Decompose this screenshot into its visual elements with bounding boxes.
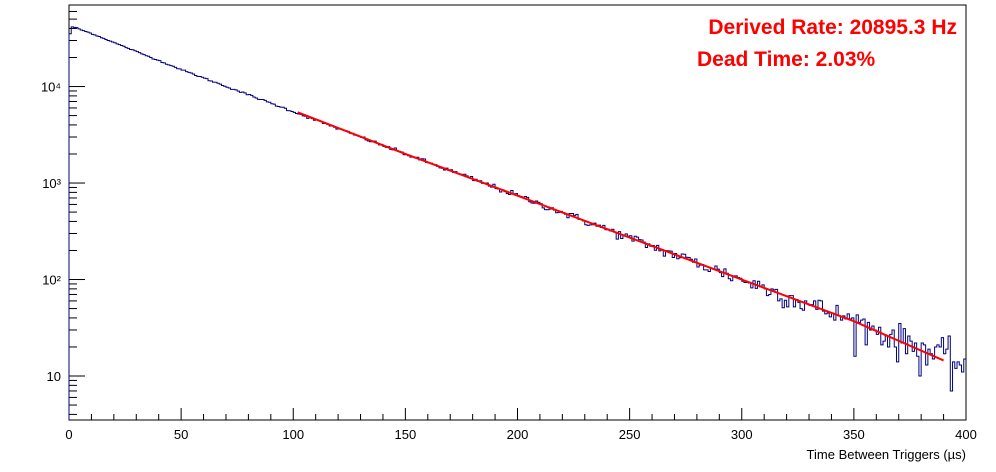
x-tick-label: 100 [282, 427, 304, 442]
x-tick-label: 150 [395, 427, 417, 442]
y-tick-label: 10³ [42, 176, 61, 191]
y-axis-ticks [69, 4, 85, 415]
derived-rate-annotation: Derived Rate: 20895.3 Hz [708, 16, 957, 39]
x-axis-ticks [68, 408, 967, 420]
y-tick-label: 10² [42, 273, 61, 288]
exponential-fit-line [297, 111, 944, 362]
y-tick-label: 10 [47, 369, 61, 384]
x-tick-label: 300 [731, 427, 753, 442]
x-tick-label: 250 [619, 427, 641, 442]
x-tick-label: 400 [955, 427, 977, 442]
dead-time-annotation: Dead Time: 2.03% [697, 48, 876, 71]
x-tick-label: 0 [65, 427, 72, 442]
y-axis-tick-labels: 10 10² 10³ 10⁴ [41, 80, 62, 384]
y-tick-label: 10⁴ [41, 80, 61, 95]
x-axis-title: Time Between Triggers (µs) [807, 447, 966, 462]
x-tick-label: 200 [507, 427, 529, 442]
x-tick-label: 50 [174, 427, 188, 442]
x-tick-label: 350 [843, 427, 865, 442]
histogram-series [68, 26, 966, 420]
x-axis-tick-labels: 0 50 100 150 200 250 300 350 400 [65, 427, 976, 442]
